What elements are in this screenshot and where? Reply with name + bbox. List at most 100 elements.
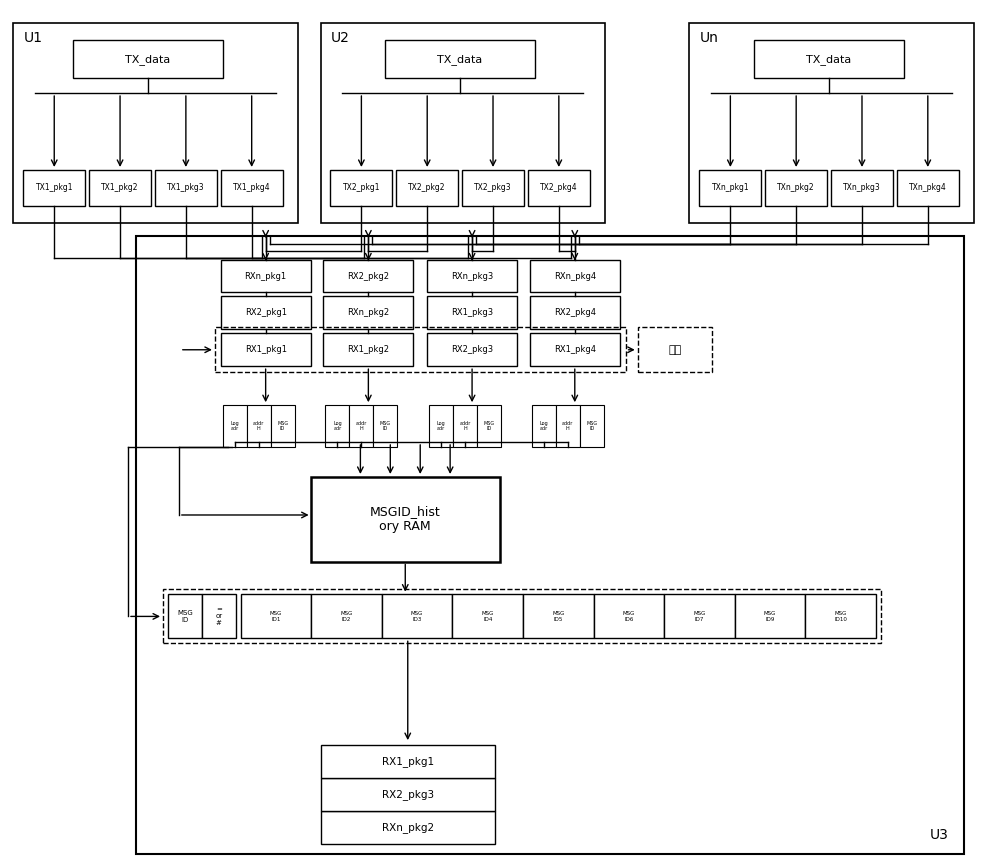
Text: RX1_pkg2: RX1_pkg2 — [347, 345, 389, 355]
Text: TX_data: TX_data — [125, 54, 171, 65]
FancyBboxPatch shape — [453, 405, 477, 447]
FancyBboxPatch shape — [805, 595, 876, 638]
Text: RXn_pkg2: RXn_pkg2 — [347, 309, 389, 317]
Text: RX1_pkg3: RX1_pkg3 — [451, 309, 493, 317]
FancyBboxPatch shape — [221, 259, 311, 292]
Text: MSG
ID2: MSG ID2 — [340, 611, 353, 622]
Text: TX1_pkg1: TX1_pkg1 — [35, 183, 73, 192]
FancyBboxPatch shape — [221, 170, 283, 205]
FancyBboxPatch shape — [221, 333, 311, 366]
FancyBboxPatch shape — [349, 405, 373, 447]
Text: TXn_pkg4: TXn_pkg4 — [909, 183, 947, 192]
FancyBboxPatch shape — [311, 477, 500, 562]
FancyBboxPatch shape — [271, 405, 295, 447]
FancyBboxPatch shape — [396, 170, 458, 205]
FancyBboxPatch shape — [13, 23, 298, 223]
FancyBboxPatch shape — [427, 297, 517, 329]
FancyBboxPatch shape — [247, 405, 271, 447]
Text: MSG
ID1: MSG ID1 — [270, 611, 282, 622]
Text: TX1_pkg3: TX1_pkg3 — [167, 183, 205, 192]
Text: MSGID_hist
ory RAM: MSGID_hist ory RAM — [370, 505, 441, 533]
FancyBboxPatch shape — [221, 297, 311, 329]
Text: Log
adr: Log adr — [230, 420, 239, 432]
FancyBboxPatch shape — [311, 595, 382, 638]
Text: MSG
ID4: MSG ID4 — [482, 611, 494, 622]
FancyBboxPatch shape — [689, 23, 974, 223]
Text: TX2_pkg1: TX2_pkg1 — [343, 183, 380, 192]
FancyBboxPatch shape — [530, 297, 620, 329]
Text: RX2_pkg3: RX2_pkg3 — [451, 345, 493, 355]
Text: MSG
ID: MSG ID — [177, 610, 193, 623]
Text: MSG
ID: MSG ID — [586, 420, 597, 432]
FancyBboxPatch shape — [580, 405, 604, 447]
FancyBboxPatch shape — [452, 595, 523, 638]
Text: TX2_pkg3: TX2_pkg3 — [474, 183, 512, 192]
FancyBboxPatch shape — [89, 170, 151, 205]
Text: RXn_pkg1: RXn_pkg1 — [245, 271, 287, 281]
FancyBboxPatch shape — [325, 405, 349, 447]
FancyBboxPatch shape — [638, 328, 712, 372]
FancyBboxPatch shape — [754, 40, 904, 78]
Text: RXn_pkg3: RXn_pkg3 — [451, 271, 493, 281]
Text: U2: U2 — [330, 31, 349, 45]
FancyBboxPatch shape — [330, 170, 392, 205]
Text: MSG
ID9: MSG ID9 — [764, 611, 776, 622]
FancyBboxPatch shape — [23, 170, 85, 205]
FancyBboxPatch shape — [321, 811, 495, 844]
FancyBboxPatch shape — [528, 170, 590, 205]
FancyBboxPatch shape — [223, 405, 247, 447]
FancyBboxPatch shape — [321, 778, 495, 811]
Text: MSG
ID10: MSG ID10 — [834, 611, 847, 622]
FancyBboxPatch shape — [321, 745, 495, 778]
Text: RXn_pkg2: RXn_pkg2 — [382, 822, 434, 832]
Text: RX2_pkg2: RX2_pkg2 — [347, 271, 389, 281]
Text: Log
adr: Log adr — [333, 420, 342, 432]
FancyBboxPatch shape — [373, 405, 397, 447]
Text: U1: U1 — [23, 31, 42, 45]
Text: 丢弃: 丢弃 — [668, 345, 682, 355]
Text: MSG
ID6: MSG ID6 — [623, 611, 635, 622]
Text: addr
H: addr H — [459, 420, 471, 432]
Text: MSG
ID5: MSG ID5 — [552, 611, 565, 622]
FancyBboxPatch shape — [523, 595, 594, 638]
FancyBboxPatch shape — [664, 595, 735, 638]
FancyBboxPatch shape — [323, 333, 413, 366]
Text: addr
H: addr H — [562, 420, 573, 432]
FancyBboxPatch shape — [765, 170, 827, 205]
FancyBboxPatch shape — [202, 595, 236, 638]
FancyBboxPatch shape — [831, 170, 893, 205]
Text: TX_data: TX_data — [806, 54, 852, 65]
Text: MSG
ID3: MSG ID3 — [411, 611, 423, 622]
Text: MSG
ID: MSG ID — [483, 420, 495, 432]
FancyBboxPatch shape — [155, 170, 217, 205]
Text: MSG
ID: MSG ID — [277, 420, 288, 432]
Text: TX_data: TX_data — [437, 54, 483, 65]
Text: RX2_pkg3: RX2_pkg3 — [382, 789, 434, 799]
FancyBboxPatch shape — [462, 170, 524, 205]
Text: RX2_pkg4: RX2_pkg4 — [554, 309, 596, 317]
Text: RX1_pkg1: RX1_pkg1 — [245, 345, 287, 355]
FancyBboxPatch shape — [735, 595, 805, 638]
FancyBboxPatch shape — [532, 405, 556, 447]
Text: TX1_pkg2: TX1_pkg2 — [101, 183, 139, 192]
FancyBboxPatch shape — [530, 259, 620, 292]
Text: TXn_pkg1: TXn_pkg1 — [712, 183, 749, 192]
Text: TX2_pkg4: TX2_pkg4 — [540, 183, 578, 192]
FancyBboxPatch shape — [699, 170, 761, 205]
FancyBboxPatch shape — [385, 40, 535, 78]
FancyBboxPatch shape — [168, 595, 202, 638]
FancyBboxPatch shape — [241, 595, 311, 638]
FancyBboxPatch shape — [897, 170, 959, 205]
FancyBboxPatch shape — [382, 595, 452, 638]
Text: TXn_pkg3: TXn_pkg3 — [843, 183, 881, 192]
FancyBboxPatch shape — [323, 297, 413, 329]
FancyBboxPatch shape — [427, 259, 517, 292]
FancyBboxPatch shape — [73, 40, 223, 78]
Text: MSG
ID: MSG ID — [380, 420, 391, 432]
FancyBboxPatch shape — [429, 405, 453, 447]
Text: Log
adr: Log adr — [437, 420, 446, 432]
FancyBboxPatch shape — [321, 23, 605, 223]
FancyBboxPatch shape — [594, 595, 664, 638]
Text: TXn_pkg2: TXn_pkg2 — [777, 183, 815, 192]
FancyBboxPatch shape — [136, 236, 964, 854]
